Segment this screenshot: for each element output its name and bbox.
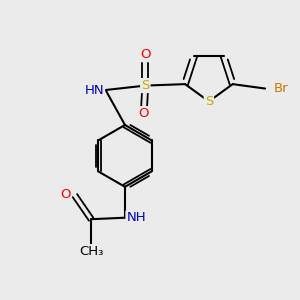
Text: S: S [205,95,213,108]
Text: O: O [60,188,70,201]
Text: O: O [140,48,151,61]
Text: CH₃: CH₃ [79,245,103,258]
Text: O: O [139,107,149,120]
Text: Br: Br [274,82,289,95]
Text: NH: NH [126,211,146,224]
Text: HN: HN [85,83,104,97]
Text: S: S [141,79,149,92]
